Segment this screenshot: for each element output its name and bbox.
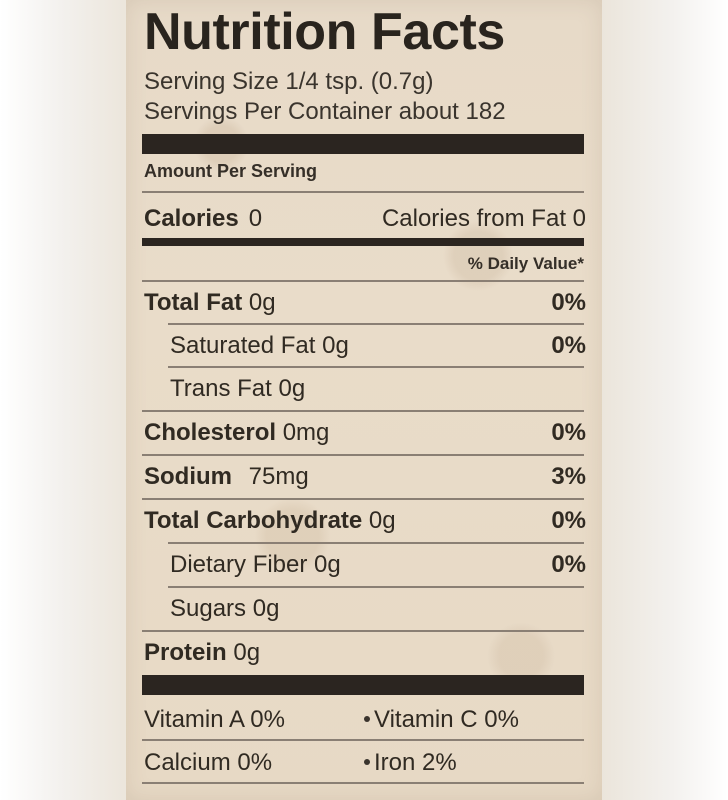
calories-label: Calories	[144, 205, 239, 232]
nutrient-name: Trans Fat	[170, 375, 272, 402]
vitamin-divider	[142, 739, 584, 741]
sugars-divider	[142, 630, 584, 632]
nutrient-name: Protein	[144, 639, 227, 666]
nutrient-name-amount: Protein 0g	[144, 633, 260, 673]
nutrient-amount: 0g	[278, 375, 306, 402]
nutrient-name: Sodium	[144, 463, 232, 490]
amount-divider	[142, 191, 584, 193]
calories-value: 0	[248, 205, 263, 232]
nutrient-amount: 0g	[248, 289, 276, 316]
dietary-fiber-divider	[168, 586, 584, 588]
daily-value: 0%	[551, 507, 586, 534]
nutrient-name: Total Fat	[144, 289, 243, 316]
nutrient-name-amount: Total Fat 0g	[144, 283, 276, 323]
calories-label-group: Calories 0	[144, 199, 262, 239]
vitamin-row-2: Calcium 0% Iron 2%	[144, 743, 586, 783]
nutrient-amount: 0mg	[282, 419, 330, 446]
trans-fat-divider	[142, 410, 584, 412]
nutrient-row-cholesterol: Cholesterol 0mg 0%	[144, 413, 586, 453]
nutrient-amount: 75mg	[248, 463, 309, 490]
nutrient-amount: 0g	[233, 639, 261, 666]
nutrient-row-sugars: Sugars 0g	[170, 589, 586, 629]
nutrient-row-sodium: Sodium 75mg 3%	[144, 457, 586, 497]
nutrient-row-protein: Protein 0g	[144, 633, 586, 673]
right-background-edge	[602, 0, 728, 800]
calories-from-fat: Calories from Fat 0	[381, 205, 586, 232]
nutrient-amount: 0g	[322, 332, 349, 359]
saturated-fat-divider	[168, 366, 584, 368]
serving-size: Serving Size 1/4 tsp. (0.7g)	[144, 68, 434, 95]
nutrient-name-amount: Saturated Fat 0g	[170, 326, 349, 366]
nutrition-facts-label: Nutrition Facts Serving Size 1/4 tsp. (0…	[126, 0, 602, 800]
daily-value-label: % Daily Value*	[467, 254, 584, 273]
nutrient-name-amount: Sodium 75mg	[144, 457, 309, 497]
nutrient-name: Sugars	[170, 595, 247, 622]
nutrition-facts-title: Nutrition Facts	[144, 3, 505, 61]
bottom-divider	[142, 782, 584, 784]
nutrient-row-total-fat: Total Fat 0g 0%	[144, 283, 586, 323]
nutrient-name-amount: Dietary Fiber 0g	[170, 545, 341, 585]
nutrient-name-amount: Cholesterol 0mg	[144, 413, 329, 453]
sodium-divider	[142, 498, 584, 500]
bullet-separator-icon	[364, 716, 370, 722]
total-carbohydrate-divider	[168, 542, 584, 544]
daily-value: 3%	[551, 463, 586, 490]
vitamins-thick-divider	[142, 675, 584, 695]
cholesterol-divider	[142, 454, 584, 456]
daily-value: 0%	[551, 332, 586, 359]
calories-row: Calories 0 Calories from Fat 0	[144, 199, 586, 239]
servings-per-container: Servings Per Container about 182	[144, 98, 506, 125]
nutrient-name: Cholesterol	[144, 419, 277, 446]
nutrient-name-amount: Total Carbohydrate 0g	[144, 501, 396, 541]
nutrient-name: Dietary Fiber	[170, 551, 308, 578]
nutrient-row-trans-fat: Trans Fat 0g	[170, 369, 586, 409]
calories-divider	[142, 238, 584, 246]
nutrient-name-amount: Trans Fat 0g	[170, 369, 305, 409]
vitamin-row-1: Vitamin A 0% Vitamin C 0%	[144, 700, 586, 740]
total-fat-divider	[168, 323, 584, 325]
bullet-separator-icon	[364, 759, 370, 765]
calcium: Calcium 0%	[144, 749, 273, 776]
top-thick-divider	[142, 134, 584, 154]
nutrient-name: Saturated Fat	[170, 332, 316, 359]
nutrient-row-dietary-fiber: Dietary Fiber 0g 0%	[170, 545, 586, 585]
nutrient-amount: 0g	[368, 507, 396, 534]
nutrient-amount: 0g	[314, 551, 341, 578]
nutrient-name-amount: Sugars 0g	[170, 589, 279, 629]
daily-value: 0%	[551, 551, 586, 578]
daily-value-divider	[142, 280, 584, 282]
nutrient-name: Total Carbohydrate	[144, 507, 363, 534]
nutrient-row-total-carbohydrate: Total Carbohydrate 0g 0%	[144, 501, 586, 541]
iron: Iron 2%	[374, 749, 457, 776]
amount-per-serving-label: Amount Per Serving	[144, 161, 318, 181]
nutrient-row-saturated-fat: Saturated Fat 0g 0%	[170, 326, 586, 366]
daily-value: 0%	[551, 419, 586, 446]
vitamin-c: Vitamin C 0%	[374, 706, 519, 733]
nutrient-amount: 0g	[252, 595, 280, 622]
vitamin-a: Vitamin A 0%	[144, 706, 285, 733]
daily-value: 0%	[551, 289, 586, 316]
